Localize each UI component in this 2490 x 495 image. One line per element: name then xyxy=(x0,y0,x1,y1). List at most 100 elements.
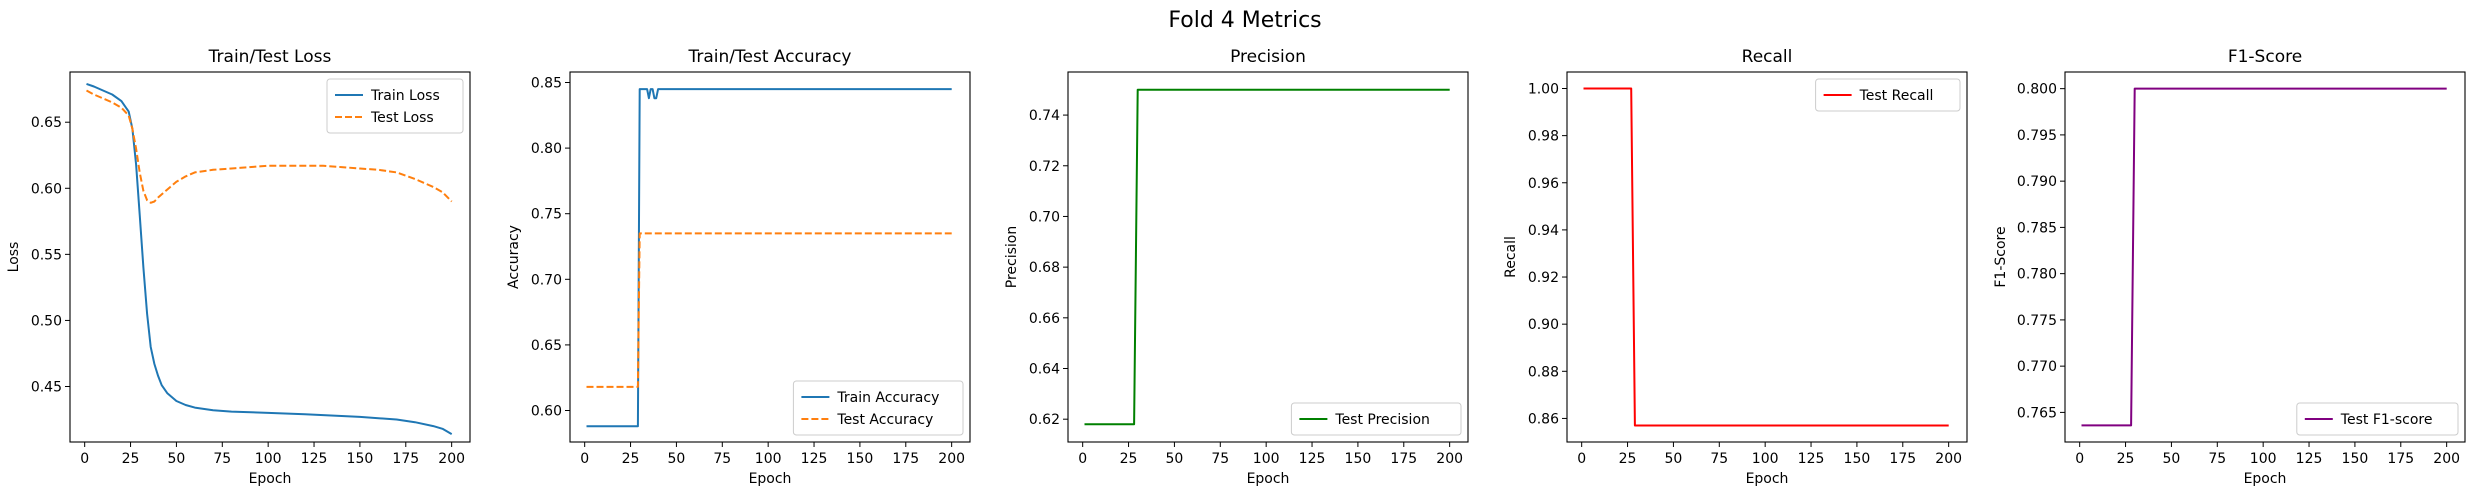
legend-box xyxy=(1815,78,1961,112)
y-tick-label: 0.98 xyxy=(1528,129,1559,145)
y-tick-label: 0.80 xyxy=(531,141,562,157)
x-tick-label: 0 xyxy=(580,451,589,467)
series-line-train-loss xyxy=(86,82,453,435)
legend: Test F1-score xyxy=(2296,402,2459,436)
x-tick-label: 175 xyxy=(2387,451,2414,467)
x-tick-label: 100 xyxy=(1752,451,1779,467)
x-tick-label: 175 xyxy=(1889,451,1916,467)
y-tick-label: 0.92 xyxy=(1528,270,1559,286)
y-tick-label: 0.86 xyxy=(1528,411,1559,427)
legend: Train Loss Test Loss xyxy=(326,78,464,134)
x-tick-label: 150 xyxy=(1844,451,1871,467)
x-tick-label: 150 xyxy=(347,451,374,467)
x-tick-label: 25 xyxy=(2117,451,2135,467)
plot-frame xyxy=(69,71,471,443)
x-tick-label: 200 xyxy=(938,451,965,467)
chart-title: Recall xyxy=(1742,47,1793,67)
x-tick-label: 175 xyxy=(392,451,419,467)
y-tick-label: 0.800 xyxy=(2017,82,2057,98)
legend-box xyxy=(792,380,964,436)
x-tick-label: 150 xyxy=(847,451,874,467)
x-tick-label: 175 xyxy=(892,451,919,467)
y-tick-label: 0.64 xyxy=(1029,362,1060,378)
legend-label: Test F1-score xyxy=(2340,412,2433,428)
x-axis-label: Epoch xyxy=(749,471,792,487)
legend-label: Test Precision xyxy=(1334,412,1430,428)
y-tick-label: 0.74 xyxy=(1029,108,1060,124)
x-tick-label: 0 xyxy=(1577,451,1586,467)
x-tick-label: 125 xyxy=(1798,451,1825,467)
plot-frame xyxy=(1067,71,1469,443)
chart-title: F1-Score xyxy=(2228,47,2302,67)
x-tick-label: 75 xyxy=(1211,451,1229,467)
series-line-test-f1-score xyxy=(2081,87,2447,427)
x-tick-label: 125 xyxy=(301,451,328,467)
chart-2: Train/Test Accuracy 0 25 50 75 100 125 150 175 20… xyxy=(506,47,971,487)
y-tick-label: 0.85 xyxy=(531,75,562,91)
y-tick-label: 0.765 xyxy=(2017,405,2057,421)
x-tick-label: 0 xyxy=(1078,451,1087,467)
x-axis-label: Epoch xyxy=(1247,471,1290,487)
plot-frame xyxy=(569,71,971,443)
x-tick-label: 25 xyxy=(122,451,140,467)
x-tick-label: 25 xyxy=(622,451,640,467)
series-line-test-accuracy xyxy=(586,232,952,388)
chart-1: Train/Test Loss 0 25 50 75 100 125 150 175 200 0.4… xyxy=(6,47,471,487)
x-tick-label: 75 xyxy=(2208,451,2226,467)
y-tick-label: 0.65 xyxy=(531,338,562,354)
y-tick-label: 0.65 xyxy=(31,115,62,131)
y-axis-label: F1-Score xyxy=(1993,226,2009,287)
y-tick-label: 0.50 xyxy=(31,313,62,329)
y-tick-label: 0.94 xyxy=(1528,223,1559,239)
y-tick-label: 1.00 xyxy=(1528,81,1559,97)
y-tick-label: 0.70 xyxy=(531,272,562,288)
series-line-test-recall xyxy=(1583,87,1949,427)
x-tick-label: 200 xyxy=(1436,451,1463,467)
y-tick-label: 0.90 xyxy=(1528,317,1559,333)
x-tick-label: 50 xyxy=(1665,451,1683,467)
y-tick-label: 0.780 xyxy=(2017,267,2057,283)
x-tick-label: 75 xyxy=(213,451,231,467)
legend: Test Precision xyxy=(1290,402,1462,436)
x-tick-label: 200 xyxy=(2433,451,2460,467)
legend-box xyxy=(1290,402,1462,436)
chart-4: Recall 0 25 50 75 100 125 150 175 200 0.86 0.88 0.90… xyxy=(1503,47,1968,487)
chart-title: Train/Test Loss xyxy=(208,47,332,67)
chart-3: Precision 0 25 50 75 100 125 150 175 200 0.62 0.64 0… xyxy=(1004,47,1469,487)
y-tick-label: 0.55 xyxy=(31,247,62,263)
y-tick-label: 0.60 xyxy=(31,181,62,197)
x-tick-label: 150 xyxy=(2342,451,2369,467)
x-tick-label: 25 xyxy=(1619,451,1637,467)
legend-box xyxy=(2296,402,2459,436)
y-tick-label: 0.62 xyxy=(1029,412,1060,428)
series-line-test-precision xyxy=(1084,88,1450,426)
x-tick-label: 125 xyxy=(2296,451,2323,467)
y-tick-label: 0.770 xyxy=(2017,359,2057,375)
x-tick-label: 0 xyxy=(80,451,89,467)
plot-frame xyxy=(1566,71,1968,443)
figure-title: Fold 4 Metrics xyxy=(1168,8,1321,33)
legend-label: Train Loss xyxy=(370,88,440,104)
chart-title: Precision xyxy=(1230,47,1306,67)
x-tick-label: 100 xyxy=(755,451,782,467)
x-tick-label: 100 xyxy=(2250,451,2277,467)
x-tick-label: 75 xyxy=(713,451,731,467)
legend: Train Accuracy Test Accuracy xyxy=(792,380,964,436)
y-tick-label: 0.72 xyxy=(1029,159,1060,175)
x-tick-label: 200 xyxy=(438,451,465,467)
x-tick-label: 50 xyxy=(168,451,186,467)
x-tick-label: 75 xyxy=(1710,451,1728,467)
x-tick-label: 175 xyxy=(1390,451,1417,467)
x-tick-label: 125 xyxy=(1299,451,1326,467)
x-tick-label: 150 xyxy=(1345,451,1372,467)
x-tick-label: 50 xyxy=(2163,451,2181,467)
y-tick-label: 0.75 xyxy=(531,207,562,223)
x-axis-label: Epoch xyxy=(249,471,292,487)
x-tick-label: 50 xyxy=(1166,451,1184,467)
legend-label: Test Loss xyxy=(370,110,434,126)
y-tick-label: 0.795 xyxy=(2017,128,2057,144)
x-tick-label: 200 xyxy=(1935,451,1962,467)
x-tick-label: 125 xyxy=(801,451,828,467)
y-tick-label: 0.45 xyxy=(31,380,62,396)
